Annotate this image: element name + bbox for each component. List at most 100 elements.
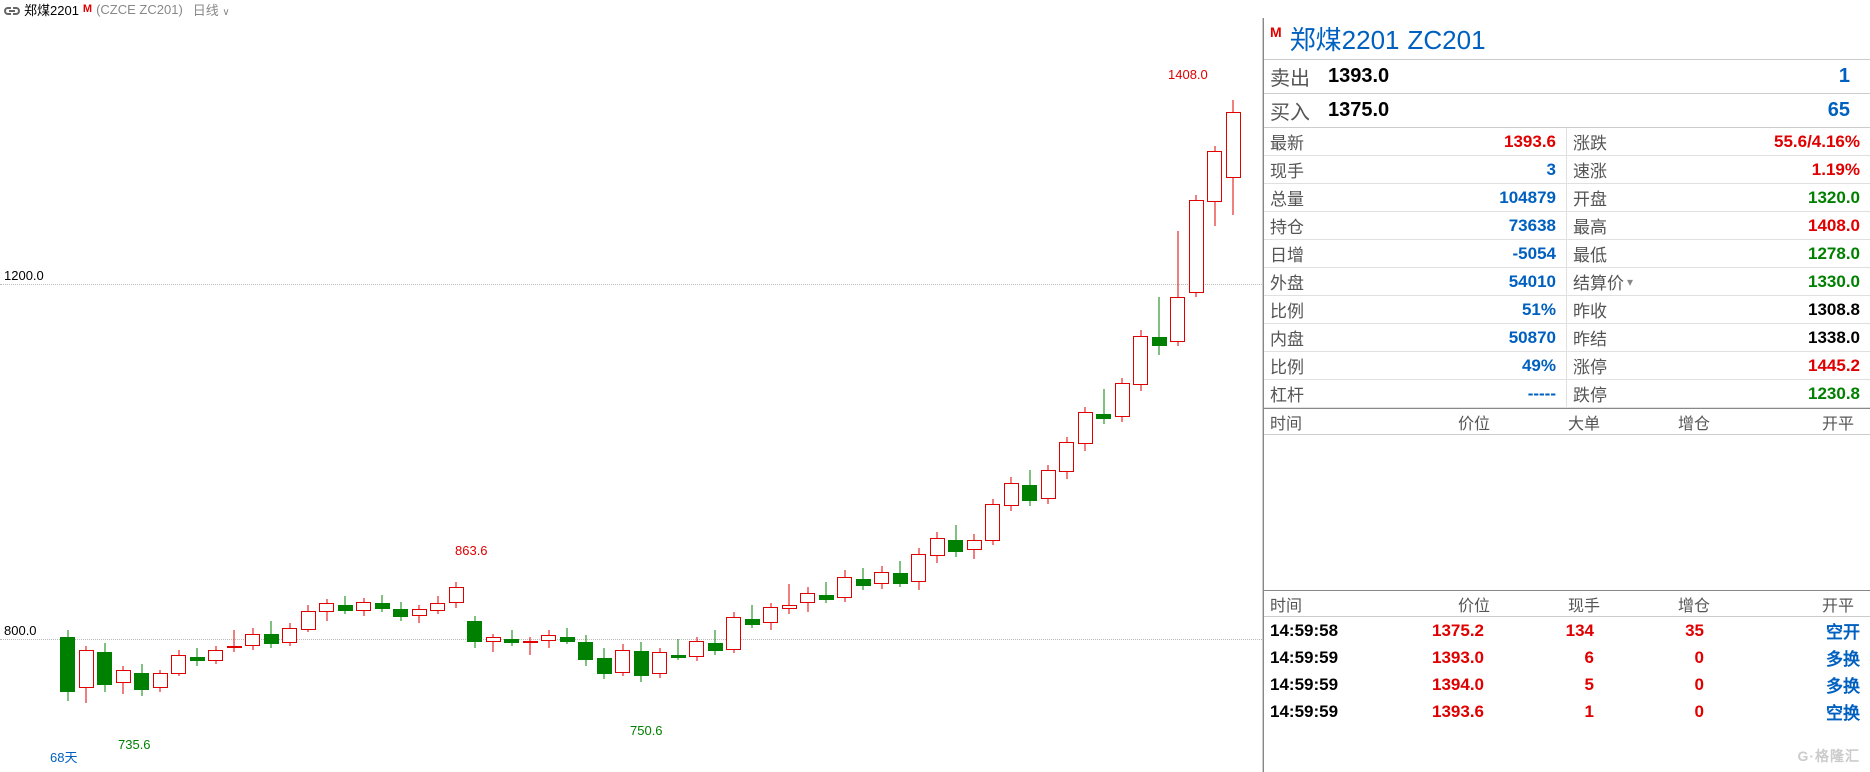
candle[interactable] <box>282 623 297 646</box>
candle[interactable] <box>671 639 686 660</box>
candle[interactable] <box>375 595 390 613</box>
stat-value: 1393.6 <box>1324 132 1566 152</box>
candle[interactable] <box>449 582 464 608</box>
candle[interactable] <box>393 602 408 622</box>
candle[interactable] <box>652 648 667 678</box>
stat-label: 最低 <box>1567 241 1627 266</box>
candle[interactable] <box>1022 470 1037 505</box>
candle[interactable] <box>134 664 149 696</box>
tick-vol: 6 <box>1484 648 1594 668</box>
candle[interactable] <box>153 670 168 692</box>
candle[interactable] <box>116 666 131 694</box>
candle[interactable] <box>171 650 186 677</box>
candle[interactable] <box>1004 477 1019 511</box>
candle[interactable] <box>301 605 316 632</box>
candle[interactable] <box>689 637 704 661</box>
stat-item: 最高1408.0 <box>1567 212 1870 240</box>
candle[interactable] <box>708 630 723 655</box>
tick-dir: 多换 <box>1704 672 1870 697</box>
candle[interactable] <box>412 605 427 623</box>
sell-quote[interactable]: 卖出 1393.0 1 <box>1264 60 1870 94</box>
candle[interactable] <box>985 499 1000 545</box>
buy-qty: 65 <box>1720 99 1870 122</box>
candlestick-chart[interactable]: 1200.0800.068天735.6863.6750.61408.0 <box>0 18 1263 772</box>
ticks-list: 14:59:581375.213435空开14:59:591393.060多换1… <box>1264 617 1870 772</box>
tick-row: 14:59:591393.060多换 <box>1264 644 1870 671</box>
stat-item: 开盘1320.0 <box>1567 184 1870 212</box>
candle[interactable] <box>800 587 815 612</box>
candle[interactable] <box>264 621 279 648</box>
candle[interactable] <box>208 646 223 664</box>
stat-value: 54010 <box>1324 272 1566 292</box>
candle[interactable] <box>430 596 445 614</box>
candle[interactable] <box>874 566 889 589</box>
candle[interactable] <box>467 616 482 648</box>
candle[interactable] <box>782 584 797 614</box>
candle[interactable] <box>541 630 556 648</box>
candle[interactable] <box>856 568 871 590</box>
candle[interactable] <box>1189 195 1204 297</box>
tick-price: 1375.2 <box>1354 621 1484 641</box>
stat-value: 1320.0 <box>1627 188 1870 208</box>
candle[interactable] <box>486 634 501 653</box>
candle[interactable] <box>967 534 982 559</box>
candle[interactable] <box>60 630 75 701</box>
candle[interactable] <box>819 582 834 603</box>
candle[interactable] <box>948 525 963 557</box>
candle[interactable] <box>1152 297 1167 356</box>
ticks-header: 时间价位大单增仓开平 <box>1264 409 1870 435</box>
tick-col-header: 现手 <box>1490 592 1600 616</box>
candle[interactable] <box>560 628 575 644</box>
candle[interactable] <box>1226 100 1241 215</box>
stat-value: 1330.0 <box>1637 272 1870 292</box>
buy-quote[interactable]: 买入 1375.0 65 <box>1264 94 1870 128</box>
candle[interactable] <box>79 646 94 703</box>
tick-col-header: 时间 <box>1270 592 1360 616</box>
candle[interactable] <box>319 599 334 621</box>
stat-value: 104879 <box>1324 188 1566 208</box>
candle[interactable] <box>578 635 593 665</box>
candle[interactable] <box>1096 389 1111 424</box>
candle[interactable] <box>1115 378 1130 422</box>
candle[interactable] <box>190 648 205 666</box>
candle[interactable] <box>763 603 778 630</box>
chevron-down-icon: ∨ <box>222 7 229 18</box>
candle[interactable] <box>356 598 371 616</box>
candle[interactable] <box>1133 330 1148 390</box>
candle[interactable] <box>97 643 112 692</box>
symbol-code: (CZCE ZC201) <box>96 2 183 17</box>
watermark: G·格隆汇 <box>1797 746 1860 766</box>
stat-label: 开盘 <box>1567 185 1627 210</box>
period-selector[interactable]: 日线 ∨ <box>193 0 230 19</box>
candle[interactable] <box>911 548 926 590</box>
candle[interactable] <box>634 642 649 681</box>
stat-label: 内盘 <box>1264 325 1324 350</box>
stat-value: ----- <box>1324 384 1566 404</box>
candle[interactable] <box>1170 231 1185 346</box>
candle[interactable] <box>930 532 945 562</box>
stat-label: 外盘 <box>1264 269 1324 294</box>
candle[interactable] <box>597 648 612 679</box>
stat-item: 最低1278.0 <box>1567 240 1870 268</box>
candle[interactable] <box>1041 465 1056 504</box>
candle[interactable] <box>227 630 242 652</box>
tick-col-header: 价位 <box>1360 410 1490 434</box>
stat-item: 现手3 <box>1264 156 1567 184</box>
tick-vol: 1 <box>1484 702 1594 722</box>
candle[interactable] <box>1059 437 1074 480</box>
tick-col-header: 时间 <box>1270 410 1360 434</box>
candle[interactable] <box>726 612 741 653</box>
candle[interactable] <box>504 630 519 646</box>
chevron-down-icon[interactable]: ▾ <box>1627 275 1633 289</box>
candle[interactable] <box>1207 146 1222 227</box>
panel-symbol-code: ZC201 <box>1408 25 1486 56</box>
candle[interactable] <box>523 637 538 655</box>
candle[interactable] <box>338 596 353 614</box>
candle[interactable] <box>893 561 908 588</box>
stat-label: 涨停 <box>1567 353 1627 378</box>
candle[interactable] <box>745 605 760 628</box>
candle[interactable] <box>245 628 260 649</box>
candle[interactable] <box>1078 407 1093 451</box>
candle[interactable] <box>615 644 630 676</box>
candle[interactable] <box>837 570 852 602</box>
